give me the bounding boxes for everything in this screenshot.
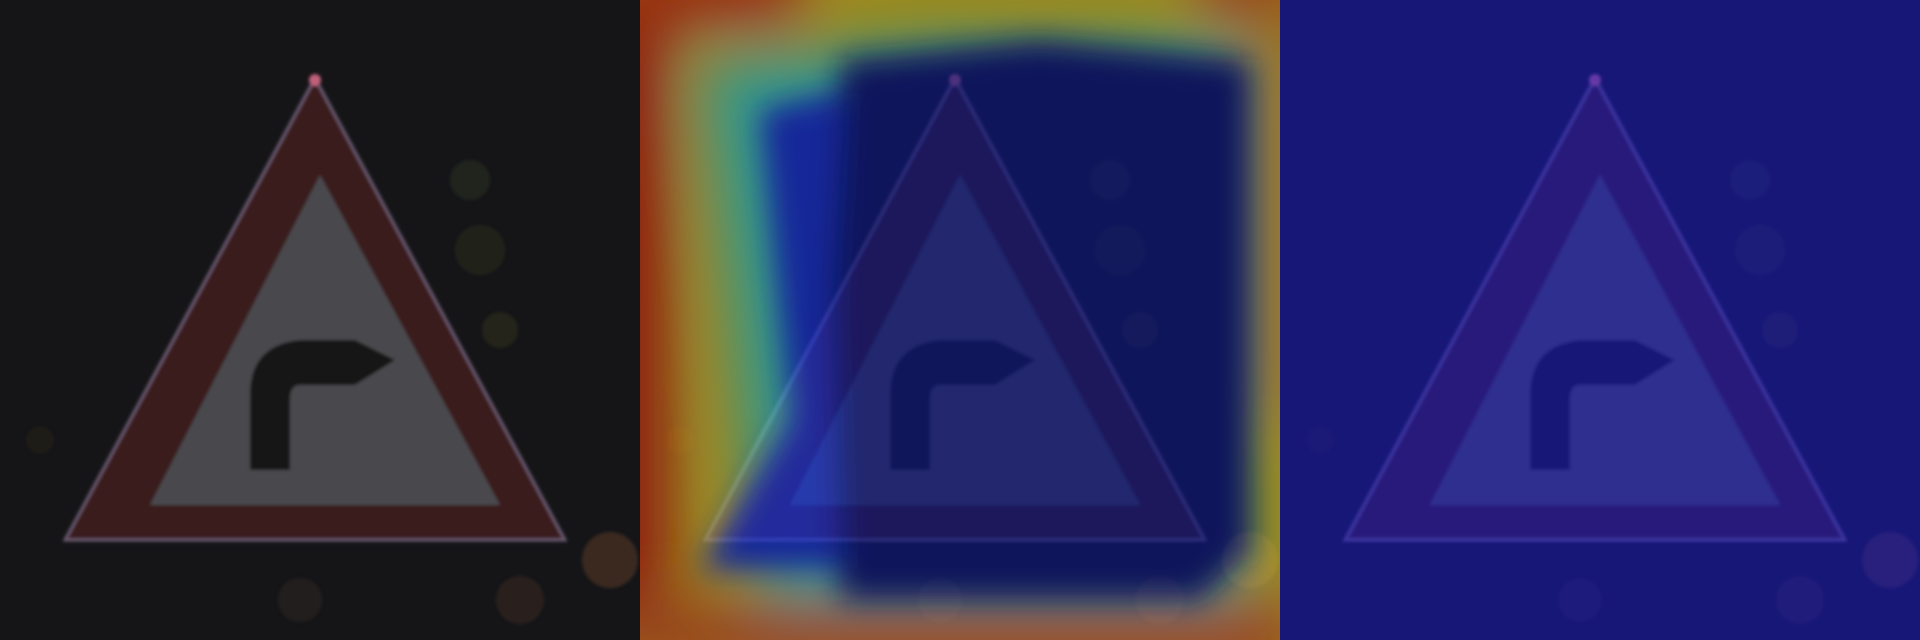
overlay-panel bbox=[1280, 0, 1920, 640]
original-panel bbox=[0, 0, 640, 640]
heatmap-panel bbox=[640, 0, 1280, 640]
